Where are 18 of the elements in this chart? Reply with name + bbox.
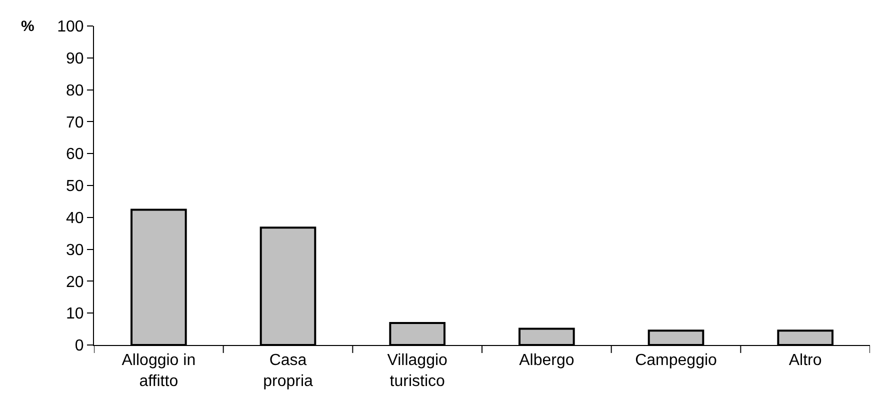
x-tick-label: Villaggio turistico: [387, 352, 448, 390]
y-tick-label: 50: [66, 178, 84, 196]
y-tick-label: 90: [66, 50, 84, 68]
y-tick-label: 40: [66, 210, 84, 227]
y-tick-label: 70: [66, 114, 84, 132]
x-tick-label: Campeggio: [635, 352, 718, 370]
y-tick-label: 0: [74, 338, 84, 355]
x-tick-label: Albergo: [519, 352, 574, 370]
x-tick-label: Casa propria: [263, 352, 313, 390]
x-tick-label: Alloggio in affitto: [122, 352, 196, 390]
y-tick-label: 30: [66, 242, 84, 259]
y-tick-label: 80: [66, 82, 84, 100]
y-axis-title: %: [21, 18, 34, 35]
y-tick-label: 60: [66, 146, 84, 164]
y-tick-label: 20: [66, 274, 84, 291]
x-tick-label: Altro: [788, 352, 822, 370]
y-tick-label: 10: [66, 306, 84, 323]
y-tick-label: 100: [57, 18, 84, 36]
